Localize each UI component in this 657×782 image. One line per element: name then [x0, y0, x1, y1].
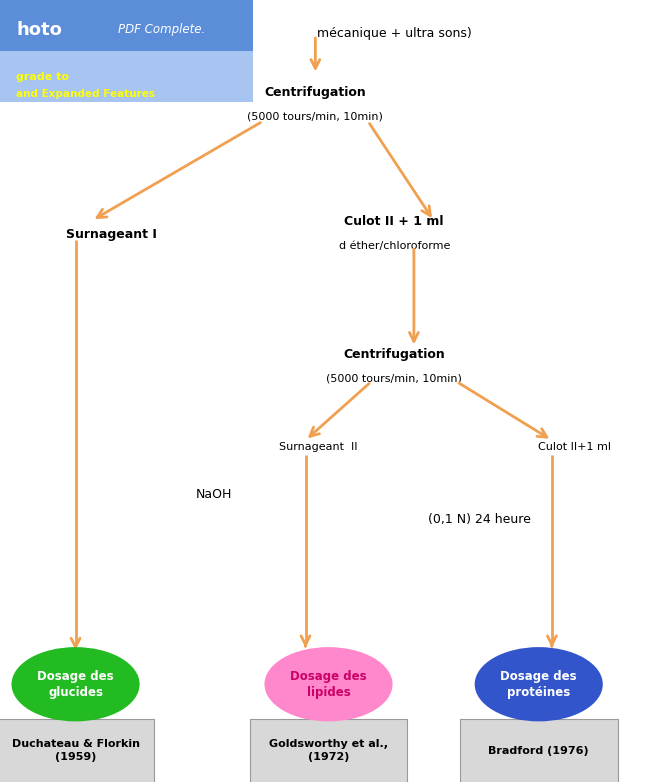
Ellipse shape — [264, 647, 392, 721]
Ellipse shape — [12, 647, 139, 721]
Text: (5000 tours/min, 10min): (5000 tours/min, 10min) — [327, 374, 462, 384]
Text: Culot II+1 ml: Culot II+1 ml — [538, 443, 612, 452]
FancyBboxPatch shape — [460, 719, 618, 782]
Text: (0,1 N) 24 heure: (0,1 N) 24 heure — [428, 513, 531, 526]
Text: hoto: hoto — [16, 20, 62, 39]
FancyBboxPatch shape — [250, 719, 407, 782]
Text: d éther/chloroforme: d éther/chloroforme — [338, 241, 450, 251]
Text: Bradford (1976): Bradford (1976) — [488, 746, 589, 755]
Text: (5000 tours/min, 10min): (5000 tours/min, 10min) — [248, 112, 383, 122]
Text: Culot II + 1 ml: Culot II + 1 ml — [344, 215, 444, 228]
Ellipse shape — [474, 647, 603, 721]
Text: grade to: grade to — [16, 72, 70, 81]
Text: Centrifugation: Centrifugation — [344, 348, 445, 361]
Text: mécanique + ultra sons): mécanique + ultra sons) — [317, 27, 472, 41]
FancyBboxPatch shape — [0, 51, 253, 102]
Text: and Expanded Features: and Expanded Features — [16, 89, 156, 99]
FancyBboxPatch shape — [0, 719, 154, 782]
Text: Dosage des
glucides: Dosage des glucides — [37, 669, 114, 699]
Text: Goldsworthy et al.,
(1972): Goldsworthy et al., (1972) — [269, 739, 388, 762]
FancyBboxPatch shape — [0, 0, 253, 51]
Text: Dosage des
protéines: Dosage des protéines — [501, 669, 577, 699]
Text: Surnageant  II: Surnageant II — [279, 443, 358, 452]
Text: Duchateau & Florkin
(1959): Duchateau & Florkin (1959) — [12, 739, 139, 762]
Text: Surnageant I: Surnageant I — [66, 228, 156, 241]
Text: Centrifugation: Centrifugation — [265, 86, 366, 99]
Text: Dosage des
lipides: Dosage des lipides — [290, 669, 367, 699]
Text: NaOH: NaOH — [195, 488, 232, 500]
Text: PDF Complete.: PDF Complete. — [118, 23, 206, 36]
